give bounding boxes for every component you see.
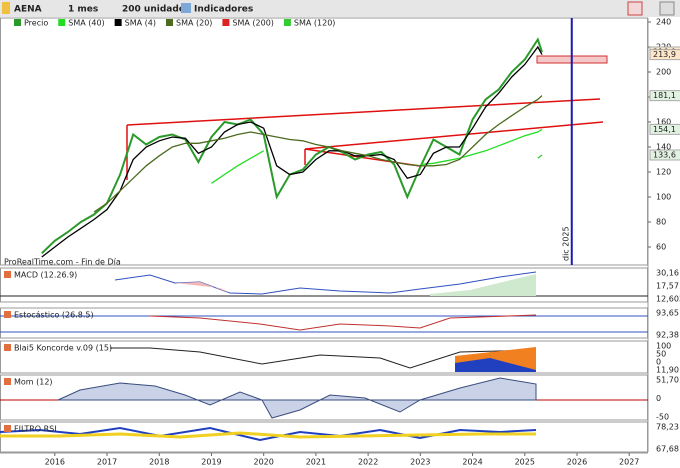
panel-label: 0 [656,358,661,367]
x-tick-label: 2019 [201,458,221,467]
footer: ProRealTime.com - Fin de Día [4,258,121,267]
y-tick-label: 200 [656,68,671,77]
x-tick-label: 2017 [97,458,117,467]
x-tick-label: 2020 [254,458,274,467]
series-line [211,128,543,184]
legend-swatch [222,19,230,26]
legend-label: SMA (120) [294,19,336,28]
panel-label: 11,90 [656,366,679,375]
mom-area [57,377,537,419]
price-marker-label: 181,1 [653,91,676,100]
panel-title: Mom (12) [14,378,53,387]
series-line [41,45,543,258]
panel-icon [4,271,11,278]
panel-icon [4,425,11,432]
symbol[interactable]: AENA [14,5,42,15]
series-line [93,95,543,213]
panel-label: 100 [656,342,671,351]
macd-area [430,274,536,296]
alert-button[interactable] [627,1,643,16]
panel-icon [4,311,11,318]
x-tick-label: 2021 [306,458,326,467]
price-marker [649,149,680,161]
panel-label: 92,38 [656,331,679,340]
stoch-k [149,314,537,331]
trend-lines [126,98,604,180]
y-tick-label: 240 [656,18,671,27]
legend-swatch [165,19,173,26]
date-marker-label: dic 2025 [561,226,570,261]
indicator-icon[interactable] [181,3,191,13]
macd-area [175,282,230,293]
y-tick-label: 100 [656,193,671,202]
x-tick-label: 2027 [619,458,639,467]
legend-label: SMA (40) [68,19,104,28]
panel-title: MACD (12.26.9) [14,271,77,280]
legend-label: SMA (200) [232,19,274,28]
x-tick-label: 2018 [149,458,169,467]
legend-label: Precio [24,19,48,28]
indicators[interactable]: Indicadores [194,5,253,15]
rsi-filter [0,431,536,439]
panel-label: 50 [656,350,666,359]
panel-label: 17,57 [656,282,679,291]
panel-icon [4,344,11,351]
y-tick-label: 120 [656,168,671,177]
panel-title: Blai5 Koncorde v.09 (15) [14,344,112,353]
legend-label: SMA (4) [125,19,156,28]
price-marker [649,49,680,61]
price-marker [649,123,680,135]
x-tick-label: 2024 [462,458,482,467]
price-marker [649,90,680,102]
price-marker-label: 133,6 [653,151,676,160]
panel-label: -50 [656,413,669,422]
panel-title: FILTRO RSI [14,425,57,434]
legend-swatch [58,19,66,26]
koncorde-line [110,347,537,369]
panel-title: Estocástico (26.8.5) [14,311,94,320]
panel-label: 78,23 [656,423,679,432]
x-tick-label: 2016 [45,458,65,467]
series-line [41,37,543,255]
legend-swatch [114,19,122,26]
price-marker-label: 213,9 [653,50,676,59]
x-tick-label: 2025 [515,458,535,467]
y-tick-label: 80 [656,218,666,227]
panel-label: 12,603 [656,295,680,304]
series-line [537,154,543,159]
x-tick-label: 2023 [410,458,430,467]
panel-label: 67,68 [656,445,679,454]
lock-icon[interactable] [2,2,10,14]
y-tick-label: 160 [656,118,671,127]
panel-label: 51,70 [656,376,679,385]
legend-swatch [14,19,21,26]
price-panel [0,17,648,266]
legend-swatch [283,19,291,26]
menu-button[interactable] [659,1,675,16]
panel-icon [4,378,11,385]
y-tick-label: 60 [656,243,666,252]
x-tick-label: 2026 [567,458,587,467]
panel-label: 0 [656,394,661,403]
price-marker-label: 154,1 [653,125,676,134]
period[interactable]: 1 mes [68,5,98,15]
panel-label: 93,65 [656,309,679,318]
legend-label: SMA (20) [176,19,212,28]
koncorde-area [455,358,536,372]
y-tick-label: 140 [656,143,671,152]
x-tick-label: 2022 [358,458,378,467]
panel-label: 30,16 [656,269,679,278]
toolbar [0,0,680,17]
units[interactable]: 200 unidades [122,5,190,15]
